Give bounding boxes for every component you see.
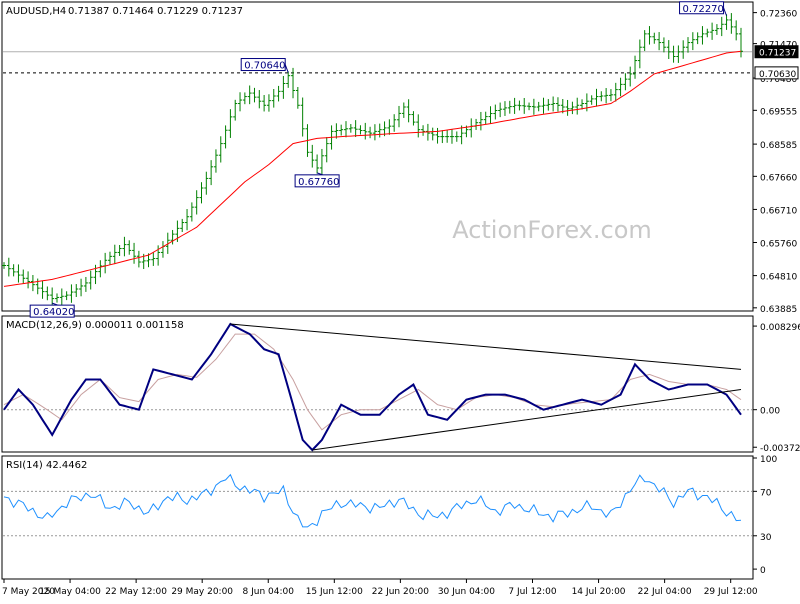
price-tick-label: 0.63885: [760, 305, 797, 315]
time-tick-label: 15 Jun 12:00: [306, 587, 363, 597]
price-panel-title: AUDUSD,H4: [6, 6, 66, 17]
price-level-lines: [3, 51, 752, 74]
macd-tick-label: -0.003725: [760, 444, 800, 454]
ohlc-readout: 0.71387 0.71464 0.71229 0.71237: [68, 6, 243, 17]
annotation-label: 0.67760: [298, 177, 339, 188]
macd-trendline: [312, 389, 742, 451]
watermark: ActionForex.com: [452, 216, 652, 244]
price-tick-label: 0.66710: [760, 206, 797, 216]
price-tick-label: 0.67660: [760, 173, 797, 183]
rsi-panel-frame: [1, 455, 754, 580]
price-tick-label: 0.70480: [760, 75, 797, 85]
rsi-tick-label: 0: [760, 566, 766, 576]
price-bars: [2, 13, 743, 307]
current-price-box: [754, 45, 799, 59]
annotation-label: 0.72270: [683, 4, 724, 15]
time-tick-label: 7 Jul 12:00: [508, 587, 557, 597]
time-tick-label: 8 Jun 04:00: [243, 587, 295, 597]
annotation-box: [679, 1, 725, 15]
time-tick-label: 15 May 04:00: [39, 587, 101, 597]
current-price-label: 0.71237: [759, 49, 796, 59]
annotation-label: 0.70640: [244, 61, 285, 72]
rsi-tick-label: 30: [760, 533, 772, 543]
macd-panel-title: MACD(12,26,9) 0.000011 0.001158: [6, 320, 184, 331]
time-tick-label: 30 Jun 04:00: [438, 587, 495, 597]
time-tick-label: 29 May 20:00: [171, 587, 233, 597]
rsi-panel-title: RSI(14) 42.4462: [6, 460, 87, 471]
price-tick-label: 0.68585: [760, 141, 797, 151]
level-price-box: [754, 66, 799, 80]
price-tick-label: 0.69555: [760, 107, 797, 117]
price-axis: 0.723600.714700.704800.695550.685850.676…: [753, 10, 799, 315]
rsi-tick-label: 100: [760, 455, 777, 465]
rsi-tick-label: 70: [760, 488, 772, 498]
macd-lines: [3, 322, 752, 452]
price-annotations: 0.72270 0.70640 0.67760 0.64020: [29, 1, 728, 318]
macd-signal-line: [3, 333, 742, 431]
annotation-label: 0.64020: [33, 307, 74, 318]
macd-panel-frame: [1, 315, 754, 453]
price-tick-label: 0.65760: [760, 240, 797, 250]
moving-average: [3, 50, 742, 287]
annotation-box: [240, 58, 286, 72]
time-tick-label: 7 May 2020: [2, 587, 55, 597]
time-tick-label: 22 Jun 20:00: [372, 587, 429, 597]
macd-tick-label: 0.008296: [760, 323, 800, 333]
rsi-line: [3, 473, 742, 528]
annotation-box: [294, 174, 340, 188]
time-tick-label: 29 Jul 12:00: [704, 587, 758, 597]
price-panel-frame: [1, 1, 754, 312]
rsi-lines: [3, 473, 752, 537]
time-tick-label: 22 Jul 04:00: [638, 587, 692, 597]
macd-axis: 0.008296 0.00 -0.003725: [753, 323, 800, 454]
rsi-axis: 100 70 30 0: [753, 455, 777, 576]
macd-trendline: [230, 323, 742, 370]
macd-line: [3, 322, 742, 452]
price-tick-label: 0.64810: [760, 273, 797, 283]
price-tick-label: 0.72360: [760, 10, 797, 20]
level-price-label: 0.70630: [759, 70, 796, 80]
moving-average-line: [3, 50, 742, 287]
annotation-box: [29, 304, 75, 318]
macd-tick-label: 0.00: [760, 407, 780, 417]
time-tick-label: 22 May 12:00: [105, 587, 167, 597]
time-tick-label: 14 Jul 20:00: [572, 587, 626, 597]
